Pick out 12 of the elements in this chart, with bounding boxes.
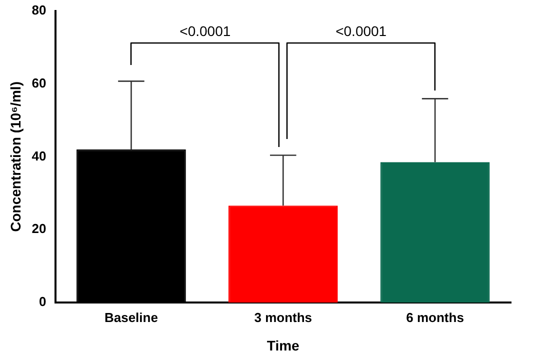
y-tick-label: 0 (39, 294, 46, 310)
y-tick-label: 40 (32, 148, 46, 164)
x-tick-label: 3 months (254, 310, 312, 325)
annotation: <0.0001 (180, 23, 231, 40)
y-tick-label: 60 (32, 75, 46, 90)
x-axis-title: Time (266, 337, 300, 354)
y-axis-title: Concentration (10⁶/ml) (7, 82, 24, 232)
x-tick-label: Baseline (104, 310, 158, 325)
annotation: <0.0001 (336, 23, 387, 40)
y-tick-label: 20 (32, 221, 46, 236)
y-tick-label: 80 (32, 2, 46, 18)
x-tick-label: 6 months (406, 310, 464, 325)
